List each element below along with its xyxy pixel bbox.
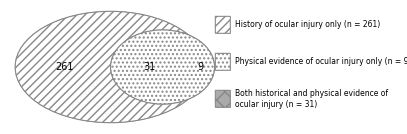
Text: Both historical and physical evidence of: Both historical and physical evidence of [235,89,388,98]
Text: 9: 9 [197,62,203,72]
FancyBboxPatch shape [214,16,230,33]
FancyBboxPatch shape [214,53,230,70]
Ellipse shape [111,30,214,104]
Text: ocular injury (n = 31): ocular injury (n = 31) [235,100,317,109]
Text: Physical evidence of ocular injury only (n = 9): Physical evidence of ocular injury only … [235,57,407,66]
Text: 31: 31 [143,62,155,72]
Text: 261: 261 [55,62,74,72]
Ellipse shape [15,11,206,123]
Text: History of ocular injury only (n = 261): History of ocular injury only (n = 261) [235,20,380,29]
FancyBboxPatch shape [214,90,230,107]
